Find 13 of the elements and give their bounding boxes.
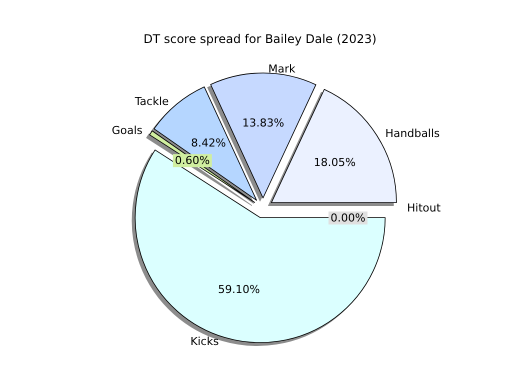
chart-title: DT score spread for Bailey Dale (2023) — [143, 32, 377, 46]
data-label: 0.60% — [174, 154, 210, 168]
text: 0.00% — [330, 212, 366, 224]
category-label: Hitout — [407, 202, 441, 214]
slice-label: Handballs — [385, 126, 440, 140]
data-label: 13.83% — [242, 116, 284, 130]
data-label: 8.42% — [190, 136, 226, 150]
slice-label: Tackle — [134, 94, 170, 108]
slice-label: Kicks — [190, 334, 220, 348]
data-label: 18.05% — [314, 156, 356, 169]
slice-label: Mark — [268, 62, 296, 76]
slice-label: Goals — [112, 124, 143, 138]
data-label: 59.10% — [218, 283, 260, 296]
